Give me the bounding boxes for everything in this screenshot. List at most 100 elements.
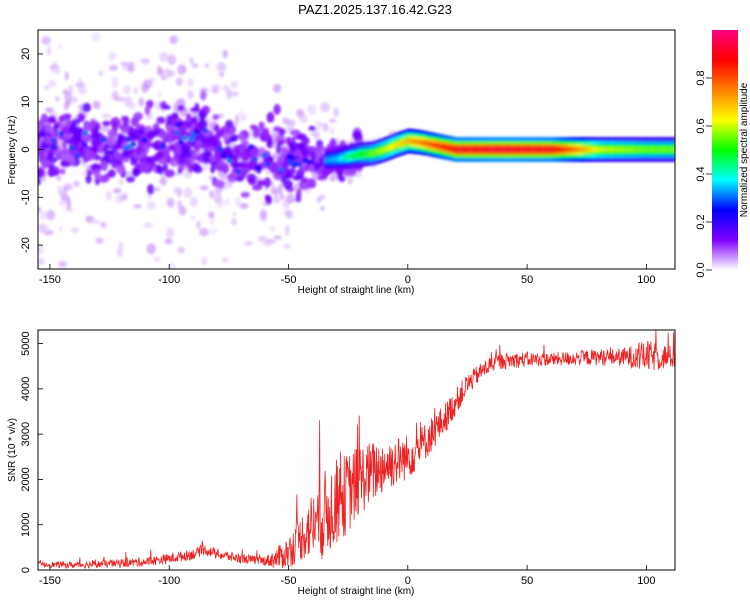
spectrogram-ridge-cell — [509, 146, 512, 153]
spectrogram-blob — [43, 122, 53, 133]
spectrogram-ridge-cell — [606, 146, 610, 153]
spectrogram-blob — [150, 156, 156, 168]
spectrogram-speckle — [38, 257, 45, 266]
colorbar-tick-label: 0.8 — [695, 70, 707, 85]
spectrogram-speckle — [46, 108, 53, 113]
spectrogram-ridge-cell — [381, 147, 384, 153]
spectrogram-blob — [199, 90, 207, 101]
spectrogram-speckle — [201, 256, 208, 266]
spectrogram-speckle — [196, 220, 201, 229]
spectrogram-ridge-cell — [337, 156, 341, 162]
spectrogram-blob — [89, 118, 97, 129]
spectrogram-speckle — [64, 207, 75, 213]
spectrogram-blob — [214, 131, 221, 141]
spectrogram-ridge-cell — [648, 146, 652, 153]
spectrogram-ridge-cell — [541, 146, 545, 153]
spectrogram-ridge-cell — [501, 146, 505, 153]
spectrogram-ridge-cell — [583, 146, 587, 153]
spectrogram-ridge-cell — [494, 146, 497, 153]
snr-x-tick-label: 100 — [637, 575, 655, 587]
spectrogram-speckle — [226, 88, 233, 100]
spectrogram-speckle — [202, 162, 210, 171]
spectrogram-speckle — [138, 97, 145, 107]
spectrogram-ridge-cell — [345, 154, 348, 160]
spectrogram-speckle — [46, 45, 52, 57]
spectrogram-speckle — [127, 61, 135, 73]
spectrogram-ridge-cell — [667, 146, 671, 153]
spectrogram-blob — [105, 172, 115, 178]
spectrogram-ridge-cell — [431, 141, 434, 148]
spectrogram-ridge-cell — [614, 146, 617, 153]
spectrogram-ridge-cell — [387, 145, 390, 151]
spectrogram-blob — [252, 129, 260, 138]
spectrogram-ridge-cell — [580, 146, 583, 153]
spectrogram-ridge-cell — [635, 146, 638, 153]
spectrogram-ridge-cell — [536, 146, 539, 153]
spectrogram-ridge-cell — [402, 139, 405, 146]
spectrogram-ridge-cell — [446, 145, 449, 151]
spectrogram-speckle — [166, 227, 175, 239]
spectrogram-x-tick-label: 50 — [521, 274, 533, 286]
spectrogram-speckle — [222, 49, 228, 59]
spectrogram-ridge-cell — [469, 146, 472, 153]
spectrogram-blob — [163, 150, 170, 157]
spectrogram-speckle — [105, 190, 113, 201]
spectrogram-speckle — [146, 243, 157, 255]
spectrogram-blob — [289, 167, 296, 175]
spectrogram-blob — [47, 115, 57, 123]
spectrogram-peak — [220, 153, 227, 159]
spectrogram-speckle — [143, 222, 154, 228]
spectrogram-speckle — [158, 68, 165, 76]
spectrogram-ridge-cell — [551, 146, 554, 153]
spectrogram-blob — [78, 147, 86, 157]
spectrogram-speckle — [329, 126, 335, 135]
spectrogram-speckle — [167, 54, 177, 66]
spectrogram-blob — [194, 102, 200, 113]
spectrogram-speckle — [231, 91, 239, 97]
spectrogram-speckle — [231, 217, 238, 226]
spectrogram-speckle — [347, 177, 353, 185]
spectrogram-ridge-cell — [440, 143, 444, 150]
spectrogram-blob — [81, 133, 92, 143]
spectrogram-blob — [132, 169, 141, 176]
spectrogram-speckle — [41, 36, 51, 45]
spectrogram-speckle — [177, 199, 183, 210]
spectrogram-ridge-cell — [644, 146, 648, 153]
spectrogram-blob — [122, 115, 130, 127]
spectrogram-blob — [250, 147, 259, 158]
spectrogram-peak — [181, 135, 188, 141]
snr-x-tick-label: -50 — [281, 575, 297, 587]
spectrogram-blob — [53, 166, 60, 176]
spectrogram-blob — [40, 113, 48, 124]
spectrogram-blob — [94, 173, 102, 180]
spectrogram-ridge-cell — [633, 146, 636, 153]
spectrogram-speckle — [112, 187, 122, 194]
spectrogram-ridge-cell — [463, 146, 467, 153]
spectrogram-ridge-cell — [597, 146, 600, 153]
spectrogram-blob — [212, 113, 220, 121]
spectrogram-ridge-cell — [549, 146, 552, 153]
spectrogram-blob — [336, 169, 342, 181]
spectrogram-speckle — [313, 120, 323, 126]
spectrogram-speckle — [160, 75, 167, 80]
spectrogram-blob — [146, 184, 155, 195]
spectrogram-blob — [289, 145, 297, 152]
spectrogram-ridge-cell — [585, 146, 589, 153]
colorbar-tick-label: 0.6 — [695, 118, 707, 133]
spectrogram-ridge-cell — [465, 146, 468, 153]
spectrogram-ridge-cell — [629, 146, 633, 153]
spectrogram-speckle — [230, 80, 238, 89]
spectrogram-speckle — [95, 237, 104, 244]
spectrogram-speckle — [111, 76, 119, 83]
spectrogram-blob — [177, 168, 183, 175]
spectrogram-y-tick-label: 0 — [20, 146, 32, 152]
spectrogram-ridge-cell — [326, 157, 329, 163]
spectrogram-speckle — [150, 77, 156, 83]
spectrogram-ridge-cell — [572, 146, 575, 153]
spectrogram-ridge-cell — [492, 146, 495, 153]
spectrogram-blob — [192, 165, 203, 174]
spectrogram-x-label: Height of straight line (km) — [298, 285, 415, 296]
spectrogram-speckle — [285, 209, 294, 219]
spectrogram-peak — [159, 143, 166, 149]
